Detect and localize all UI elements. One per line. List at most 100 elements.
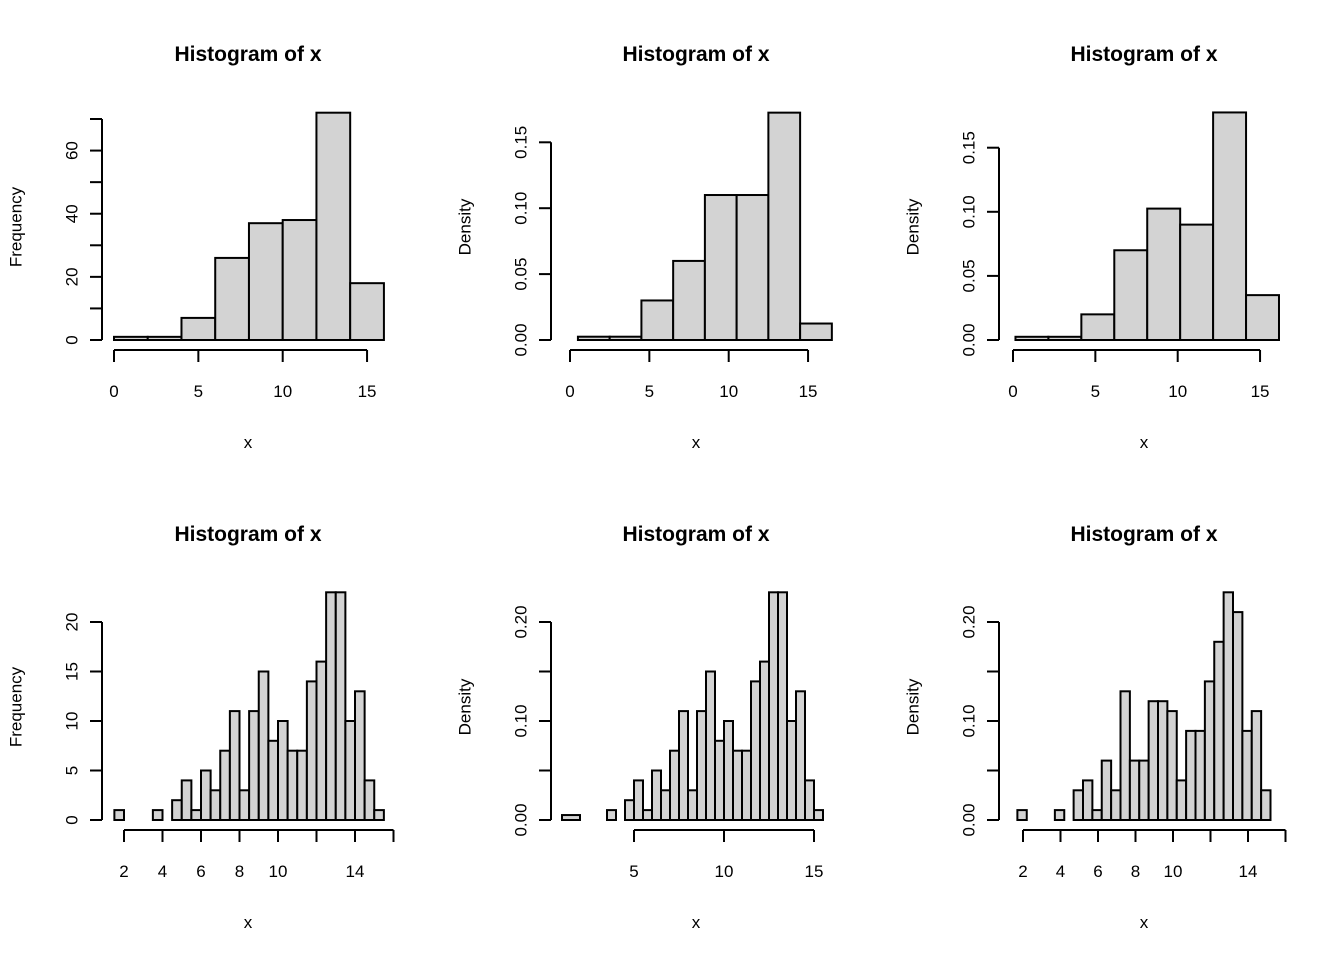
- histogram-bar: [1082, 779, 1094, 822]
- histogram-bar: [277, 720, 289, 821]
- histogram-bar: [608, 335, 643, 341]
- histogram-bar: [741, 749, 752, 822]
- histogram-bar: [799, 322, 833, 341]
- y-tick-label: 0.20: [512, 605, 531, 638]
- histogram-bar: [1260, 789, 1272, 821]
- histogram-bar: [1250, 710, 1263, 821]
- histogram-bar: [651, 769, 662, 821]
- y-axis-label: Frequency: [7, 186, 26, 267]
- y-tick-label: 0.15: [960, 131, 979, 164]
- histogram-bar: [349, 282, 385, 342]
- x-tick-label: 15: [805, 862, 824, 881]
- histogram-bar: [642, 809, 653, 821]
- histogram-bar: [768, 591, 779, 821]
- y-tick-label: 0.00: [512, 803, 531, 836]
- x-tick-label: 10: [719, 382, 738, 401]
- histogram-bar: [1113, 249, 1149, 341]
- histogram-bar: [1179, 223, 1215, 341]
- y-tick-label: 20: [63, 613, 82, 632]
- x-tick-label: 0: [1008, 382, 1017, 401]
- y-axis-label: Density: [456, 198, 475, 255]
- histogram-bar: [696, 710, 707, 821]
- histogram-bar: [1203, 680, 1216, 822]
- histogram-bar: [247, 222, 284, 341]
- histogram-bar: [1110, 789, 1122, 821]
- y-tick-label: 0: [63, 815, 82, 824]
- x-tick-label: 4: [158, 862, 167, 881]
- histogram-bar: [1072, 789, 1084, 821]
- histogram-bar: [373, 809, 385, 821]
- histogram-bar: [735, 194, 770, 341]
- y-tick-label: 0.00: [960, 803, 979, 836]
- histogram-bar: [1119, 690, 1131, 821]
- y-tick-label: 0.10: [960, 195, 979, 228]
- histogram-bar: [1080, 313, 1116, 341]
- histogram-bar: [1100, 759, 1113, 821]
- histogram-bar: [669, 749, 680, 822]
- histogram-bar: [296, 749, 308, 822]
- y-tick-label: 0.00: [960, 323, 979, 356]
- histogram-bar: [113, 809, 125, 821]
- histogram-bar: [1014, 335, 1050, 342]
- y-tick-label: 0.10: [960, 704, 979, 737]
- histogram-bar: [171, 799, 183, 822]
- x-tick-label: 14: [346, 862, 365, 881]
- histogram-bar: [1241, 729, 1253, 822]
- histogram-bar: [660, 789, 671, 821]
- histogram-bar: [723, 720, 734, 821]
- y-tick-label: 60: [63, 141, 82, 160]
- chart-title: Histogram of x: [1070, 43, 1217, 66]
- x-axis-label: x: [244, 913, 253, 932]
- x-tick-label: 6: [1093, 862, 1102, 881]
- y-tick-label: 10: [63, 712, 82, 731]
- histogram-bar: [795, 690, 806, 821]
- histogram-bar: [151, 809, 164, 821]
- x-tick-label: 5: [645, 382, 654, 401]
- histogram-bar: [1212, 111, 1248, 341]
- x-tick-label: 2: [119, 862, 128, 881]
- x-tick-label: 5: [629, 862, 638, 881]
- y-tick-label: 5: [63, 766, 82, 775]
- y-tick-label: 0.05: [960, 259, 979, 292]
- histogram-bar: [180, 779, 193, 822]
- histogram-panel-2: 0.00 0.05 0.10 0.15 0 5 10 15 Histogram of x x Den…: [456, 43, 833, 452]
- histogram-bar: [813, 809, 824, 821]
- x-tick-label: 5: [1091, 382, 1100, 401]
- histogram-bar: [633, 779, 644, 822]
- histogram-bar: [209, 789, 222, 821]
- x-tick-label: 0: [565, 382, 574, 401]
- x-tick-label: 2: [1018, 862, 1027, 881]
- x-tick-label: 10: [273, 382, 292, 401]
- histogram-bar: [759, 660, 770, 821]
- histogram-panel-3: 0.00 0.05 0.10 0.15 0 5 10 15 Histogram of x x Den…: [904, 43, 1280, 452]
- histogram-bar: [1166, 710, 1178, 821]
- histogram-bar: [1185, 729, 1197, 822]
- x-tick-label: 15: [799, 382, 818, 401]
- histogram-bar: [315, 660, 328, 821]
- histogram-bar: [190, 809, 202, 821]
- histogram-bar: [344, 720, 356, 821]
- y-tick-label: 0.10: [512, 192, 531, 225]
- histogram-bar: [113, 335, 149, 341]
- histogram-bar: [281, 219, 318, 341]
- x-tick-label: 15: [358, 382, 377, 401]
- x-axis-label: x: [692, 913, 701, 932]
- histogram-bar: [305, 680, 318, 822]
- histogram-bar: [1128, 759, 1141, 821]
- histogram-bar: [703, 194, 738, 341]
- histogram-bar: [228, 710, 241, 821]
- x-tick-label: 10: [1164, 862, 1183, 881]
- histogram-bar: [576, 335, 611, 341]
- histogram-bar: [1047, 335, 1083, 342]
- histogram-bar: [1245, 294, 1280, 342]
- x-tick-label: 14: [1239, 862, 1258, 881]
- x-tick-label: 4: [1056, 862, 1065, 881]
- histogram-bar: [777, 591, 788, 821]
- y-axis-label: Density: [904, 198, 923, 255]
- histogram-bar: [1175, 779, 1188, 822]
- x-tick-label: 10: [1168, 382, 1187, 401]
- histogram-bar: [238, 789, 251, 821]
- histogram-bar: [672, 259, 706, 342]
- histogram-bar: [267, 739, 279, 821]
